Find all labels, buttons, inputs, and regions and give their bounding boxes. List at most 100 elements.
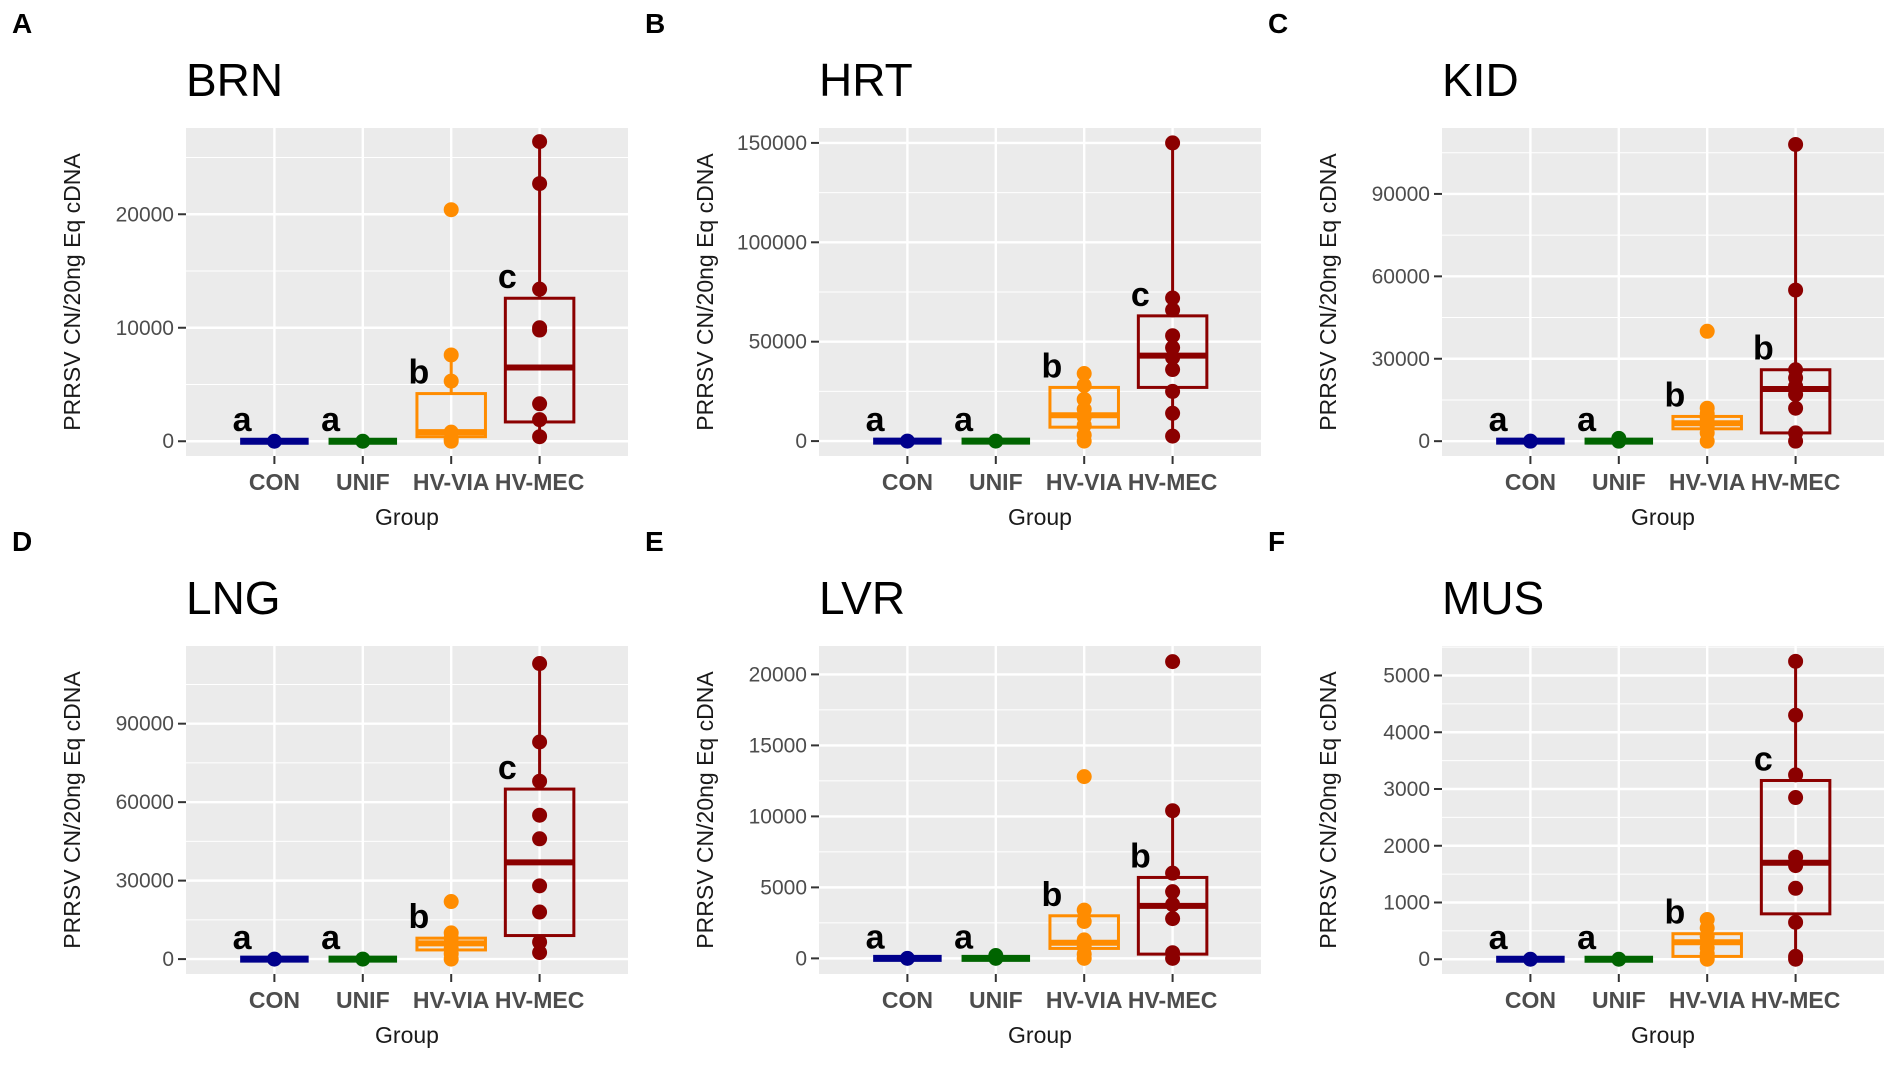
x-axis-title: Group — [375, 504, 439, 530]
data-point — [1788, 790, 1804, 806]
significance-letter: a — [233, 919, 253, 957]
panel-title: BRN — [186, 54, 283, 106]
panel-b: B HRT 0 50000 100000 150000 CON UNIF HV-VIA HV-ME… — [645, 8, 1261, 530]
data-point — [443, 424, 459, 440]
x-tick-label: HV-MEC — [495, 987, 584, 1013]
plot-background — [186, 128, 628, 456]
data-point — [1788, 707, 1804, 723]
data-point — [1165, 302, 1181, 318]
y-tick-label: 4000 — [1383, 721, 1430, 744]
x-tick-label: UNIF — [336, 987, 390, 1013]
significance-letter: a — [1489, 401, 1509, 439]
data-point — [1165, 911, 1181, 927]
y-axis-title: PRRSV CN/20ng Eq cDNA — [692, 671, 718, 949]
data-point — [1165, 290, 1181, 306]
significance-letter: b — [409, 898, 430, 936]
data-point — [443, 347, 459, 363]
panel-e: E LVR 0 5000 10000 15000 20000 CON UNIF HV-VIA HV-… — [645, 526, 1261, 1048]
y-tick-label: 5000 — [760, 876, 807, 899]
x-tick-label: CON — [1505, 987, 1556, 1013]
data-point — [1788, 948, 1804, 964]
data-point — [1699, 912, 1715, 928]
data-point — [1522, 433, 1538, 449]
data-point — [532, 396, 548, 412]
data-point — [899, 433, 915, 449]
panel-f: F MUS 0 1000 2000 3000 4000 5000 CON UNIF HV-VIA HV… — [1268, 526, 1884, 1048]
plot-background — [1442, 128, 1884, 456]
significance-letter: b — [1042, 876, 1063, 914]
data-point — [1611, 951, 1627, 967]
y-tick-label: 20000 — [116, 203, 174, 226]
data-point — [532, 945, 548, 961]
data-point — [1165, 362, 1181, 378]
y-tick-label: 20000 — [749, 663, 807, 686]
data-point — [532, 831, 548, 847]
data-point — [1611, 430, 1627, 446]
x-tick-label: HV-VIA — [1669, 987, 1746, 1013]
data-point — [1788, 400, 1804, 416]
panel-title: HRT — [819, 54, 913, 106]
data-point — [532, 412, 548, 428]
data-point — [266, 951, 282, 967]
data-point — [899, 950, 915, 966]
x-axis-title: Group — [375, 1022, 439, 1048]
y-tick-label: 150000 — [737, 132, 807, 155]
data-point — [1165, 328, 1181, 344]
significance-letter: a — [866, 401, 886, 439]
x-tick-label: HV-MEC — [1128, 469, 1217, 495]
data-point — [1165, 654, 1181, 670]
data-point — [532, 773, 548, 789]
data-point — [355, 433, 371, 449]
data-point — [1788, 849, 1804, 865]
panel-letter: C — [1268, 8, 1288, 39]
y-tick-label: 0 — [162, 430, 174, 453]
data-point — [1165, 803, 1181, 819]
data-point — [1522, 951, 1538, 967]
panel-a: A BRN 0 10000 20000 CON UNIF HV-VIA HV-MEC Group P… — [12, 8, 628, 530]
x-tick-label: HV-MEC — [495, 469, 584, 495]
significance-letter: a — [321, 401, 341, 439]
panel-c: C KID 0 30000 60000 90000 CON UNIF HV-VIA HV-MEC G… — [1268, 8, 1884, 530]
significance-letter: b — [1042, 347, 1063, 385]
significance-letter: b — [1753, 330, 1774, 368]
x-axis-title: Group — [1008, 1022, 1072, 1048]
data-point — [1788, 767, 1804, 783]
data-point — [532, 281, 548, 297]
significance-letter: a — [321, 919, 341, 957]
data-point — [1165, 865, 1181, 881]
data-point — [443, 925, 459, 941]
significance-letter: b — [1665, 894, 1686, 932]
data-point — [532, 320, 548, 336]
y-tick-label: 1000 — [1383, 891, 1430, 914]
data-point — [266, 433, 282, 449]
data-point — [532, 934, 548, 950]
y-tick-label: 2000 — [1383, 835, 1430, 858]
panel-letter: E — [645, 526, 664, 557]
data-point — [355, 951, 371, 967]
panel-title: LNG — [186, 572, 281, 624]
y-axis-title: PRRSV CN/20ng Eq cDNA — [692, 153, 718, 431]
y-tick-label: 90000 — [1372, 183, 1430, 206]
y-tick-label: 60000 — [1372, 265, 1430, 288]
data-point — [1165, 945, 1181, 961]
x-tick-label: HV-VIA — [1669, 469, 1746, 495]
significance-letter: b — [409, 354, 430, 392]
data-point — [532, 807, 548, 823]
plot-background — [186, 646, 628, 974]
data-point — [443, 202, 459, 218]
data-point — [1076, 377, 1092, 393]
y-tick-label: 60000 — [116, 791, 174, 814]
panel-title: KID — [1442, 54, 1519, 106]
x-tick-label: CON — [1505, 469, 1556, 495]
panel-title: MUS — [1442, 572, 1544, 624]
data-point — [1165, 428, 1181, 444]
panel-letter: A — [12, 8, 32, 39]
significance-letter: a — [866, 918, 886, 956]
x-tick-label: UNIF — [1592, 987, 1646, 1013]
x-axis-title: Group — [1631, 504, 1695, 530]
x-axis-title: Group — [1008, 504, 1072, 530]
data-point — [1788, 282, 1804, 298]
data-point — [1788, 914, 1804, 930]
x-tick-label: HV-VIA — [413, 987, 490, 1013]
